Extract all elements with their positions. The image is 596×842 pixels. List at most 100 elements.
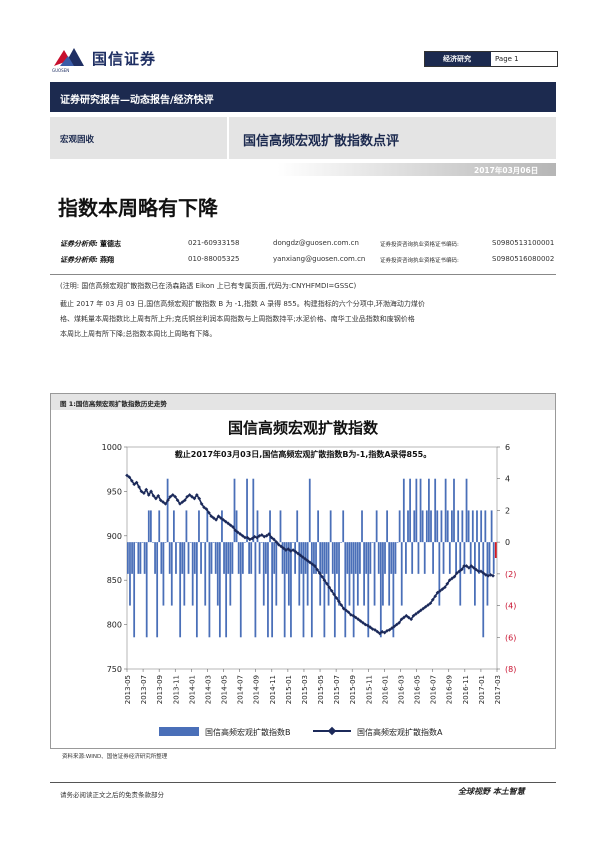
analyst-label: 证券分析师: <box>60 256 98 264</box>
bar <box>333 542 336 638</box>
bar <box>214 542 217 574</box>
bar <box>476 510 478 543</box>
bar <box>225 542 228 638</box>
x-tick-label: 2014-07 <box>237 675 245 704</box>
bar <box>417 542 420 574</box>
point <box>269 535 274 540</box>
point <box>149 489 153 494</box>
summary-line: 截止 2017 年 03 月 03 日,国信高频宏观扩散指数 B 为 -1,指数… <box>60 300 425 308</box>
bar <box>386 510 388 543</box>
point <box>296 551 300 556</box>
bar <box>432 542 434 574</box>
bar <box>317 510 320 543</box>
bar <box>189 542 192 543</box>
bar <box>402 478 405 543</box>
left-tick-label: 900 <box>107 532 122 541</box>
report-title: 国信高频宏观扩散指数点评 <box>243 134 400 149</box>
bar <box>294 542 297 574</box>
point <box>404 613 409 618</box>
bar <box>354 542 357 574</box>
bar <box>154 542 156 574</box>
point <box>322 578 327 583</box>
point <box>334 596 339 600</box>
point <box>259 533 264 537</box>
point <box>442 585 447 590</box>
x-tick-label: 2015-09 <box>349 675 357 704</box>
footer-disclaimer: 请务必阅读正文之后的免责条款部分 <box>60 791 164 799</box>
brand-logo-icon <box>54 48 84 66</box>
point <box>341 606 346 611</box>
report-section: 宏观固收 <box>60 135 95 145</box>
bar <box>321 542 324 574</box>
point <box>469 564 474 568</box>
left-tick-label: 1000 <box>102 443 122 452</box>
bar <box>262 542 265 606</box>
bar <box>438 542 441 606</box>
bar <box>300 542 303 574</box>
analyst-name: 燕翔 <box>100 256 115 264</box>
bar <box>411 542 414 574</box>
bar <box>241 542 244 574</box>
x-tick-label: 2016-11 <box>462 675 470 704</box>
bar <box>492 542 495 574</box>
point <box>471 565 476 570</box>
bar <box>231 542 234 574</box>
analyst-row: 证券分析师: 燕翔 <box>60 255 114 265</box>
bar <box>139 542 142 574</box>
bar <box>340 542 342 543</box>
bar <box>277 542 280 543</box>
bar <box>254 542 257 638</box>
point <box>353 615 358 620</box>
x-tick-label: 2015-01 <box>285 675 293 704</box>
point <box>382 630 387 635</box>
bar <box>210 542 213 574</box>
left-tick-label: 850 <box>107 576 122 585</box>
point <box>447 578 452 583</box>
point <box>351 613 356 618</box>
bar <box>457 510 460 543</box>
bar <box>471 510 474 543</box>
bar <box>423 542 426 574</box>
bar <box>409 478 411 543</box>
point <box>332 592 336 597</box>
bar <box>415 478 418 543</box>
point <box>298 553 303 558</box>
bar <box>285 542 288 574</box>
bar <box>442 542 445 574</box>
analyst-email: yanxiang@guosen.com.cn <box>273 255 366 263</box>
bar <box>149 510 152 543</box>
point <box>175 498 180 503</box>
figure-source: 资料来源:WIND、国信证券经济研究所整理 <box>62 754 168 760</box>
bar <box>212 542 215 543</box>
bar <box>338 542 340 606</box>
right-tick-label: 4 <box>505 475 510 484</box>
summary-paragraph: 截止 2017 年 03 月 03 日,国信高频宏观扩散指数 B 为 -1,指数… <box>60 297 550 342</box>
bar <box>204 542 207 606</box>
point <box>329 589 334 593</box>
x-tick-label: 2015-03 <box>301 675 309 704</box>
page-number: Page 1 <box>495 55 519 63</box>
bar <box>296 510 299 543</box>
bar <box>133 542 136 638</box>
point <box>346 610 351 615</box>
left-tick-label: 950 <box>107 487 122 496</box>
bar <box>407 510 409 543</box>
point <box>245 535 250 540</box>
bar <box>327 542 330 606</box>
bar <box>474 542 476 606</box>
point <box>250 536 255 541</box>
point <box>233 528 238 533</box>
bar <box>421 510 424 543</box>
point <box>467 565 471 570</box>
bar <box>440 510 443 543</box>
legend-swatch-b <box>159 727 199 736</box>
x-tick-label: 2016-05 <box>414 675 422 704</box>
bar <box>446 510 449 543</box>
brand-sub: GUOSEN <box>52 68 70 73</box>
bar <box>168 542 171 574</box>
bar <box>310 542 313 638</box>
right-tick-label: (4) <box>505 602 516 611</box>
legend-label-b: 国信高频宏观扩散指数B <box>205 727 291 737</box>
bar <box>287 542 290 606</box>
bar <box>239 542 242 638</box>
